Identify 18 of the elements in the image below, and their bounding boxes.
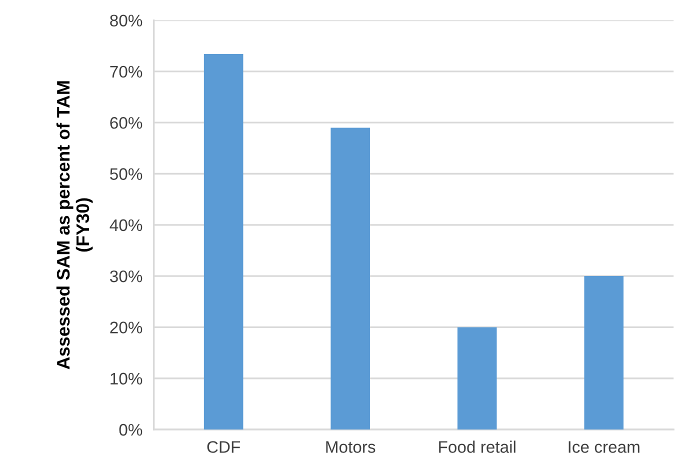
y-tick-label: 30% <box>110 270 142 282</box>
y-axis-title: Assessed SAM as percent of TAM (FY30) <box>56 81 93 370</box>
y-tick-label: 10% <box>110 372 142 385</box>
x-tick-label: Ice cream <box>568 441 640 453</box>
y-tick-label: 80% <box>110 14 142 26</box>
y-tick-label: 20% <box>110 322 142 334</box>
bar <box>330 128 370 430</box>
y-tick-label: 60% <box>110 117 142 129</box>
x-tick-label: CDF <box>207 441 240 453</box>
bar <box>584 276 624 430</box>
x-tick-label: Food retail <box>439 440 516 453</box>
bar <box>457 327 497 430</box>
y-tick-label: 70% <box>110 66 142 78</box>
x-tick-label: Motors <box>326 441 376 453</box>
y-tick-label: 50% <box>110 168 142 180</box>
y-tick-label: 40% <box>110 219 142 232</box>
bar <box>204 54 244 430</box>
y-tick-label: 0% <box>119 424 142 436</box>
